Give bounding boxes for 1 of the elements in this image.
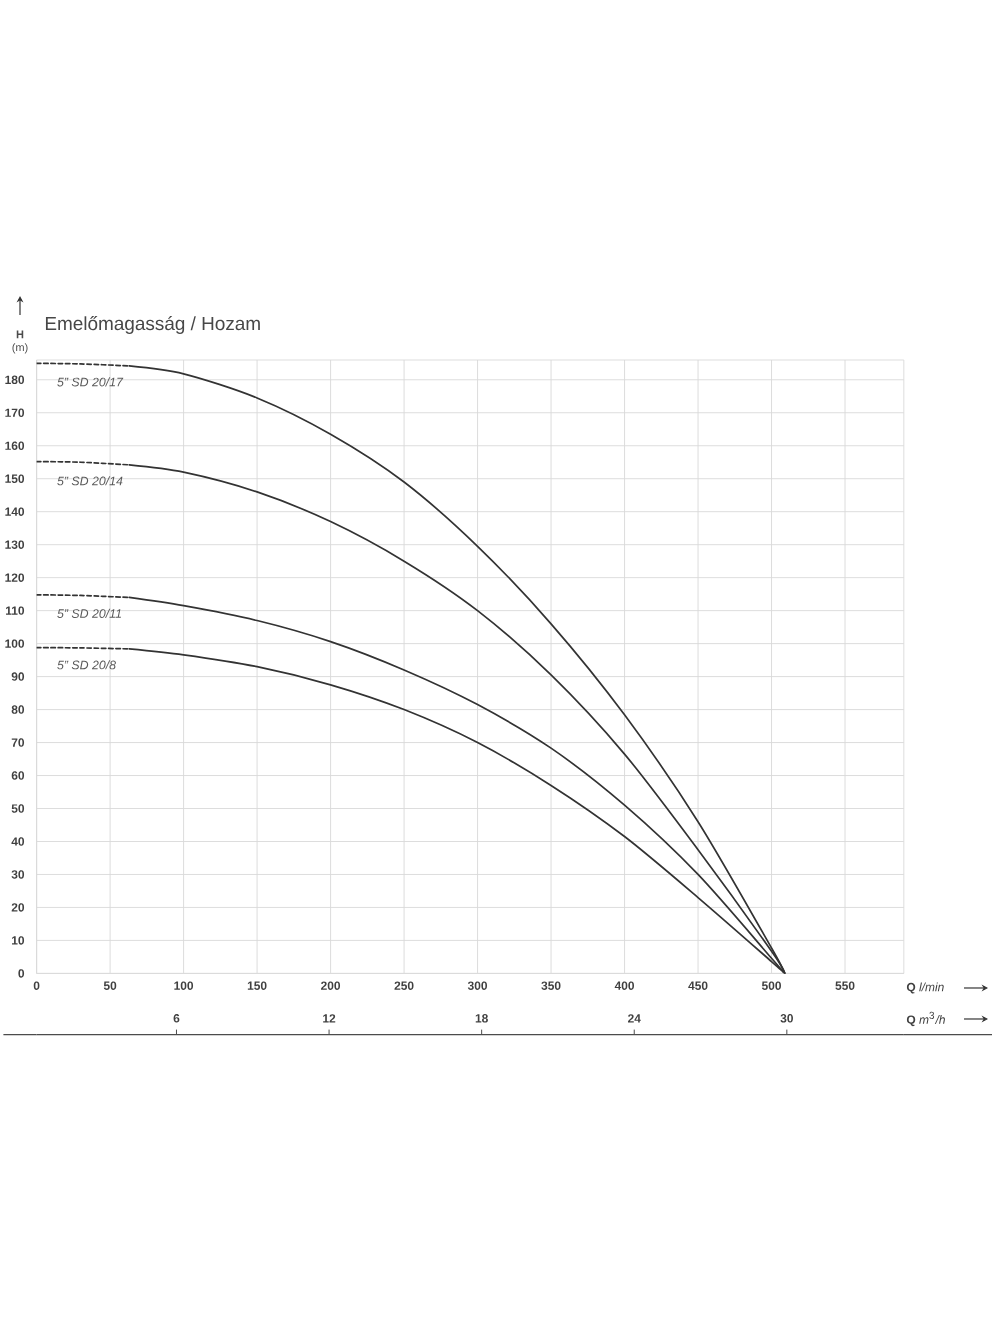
chart-title: Emelőmagasság / Hozam — [45, 316, 260, 334]
